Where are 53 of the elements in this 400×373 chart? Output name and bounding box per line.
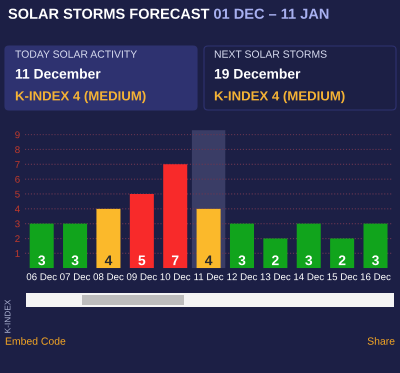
data-label: 4 — [104, 256, 112, 266]
data-label: 4 — [204, 256, 212, 266]
bar — [196, 208, 221, 268]
bar — [363, 224, 388, 268]
bar — [263, 238, 288, 268]
y-tick-label: 9 — [15, 131, 20, 138]
x-tick-label: 14 Dec — [294, 273, 324, 280]
y-tick-label: 7 — [15, 161, 20, 168]
y-axis-title: K-INDEX — [4, 300, 10, 333]
x-tick-label: 15 Dec — [327, 273, 358, 280]
bar — [296, 224, 321, 268]
chart-subtitle: 01 DEC – 11 JAN — [214, 8, 328, 19]
x-tick-label: 08 Dec — [93, 273, 124, 280]
x-tick-label: 10 Dec — [160, 273, 190, 280]
text: K-INDEX 4 (MEDIUM) — [16, 90, 146, 104]
text: Embed Code — [6, 337, 66, 345]
x-tick-label: 09 Dec — [126, 273, 157, 280]
data-label: 3 — [305, 255, 312, 266]
bar — [163, 164, 188, 268]
x-tick-label: 11 Dec — [194, 273, 224, 280]
bar — [96, 208, 120, 268]
y-tick-label: 3 — [15, 220, 20, 228]
x-tick-label: 13 Dec — [260, 273, 291, 280]
bar — [230, 224, 254, 268]
y-tick-label: 8 — [15, 146, 20, 154]
y-tick-label: 5 — [15, 190, 20, 198]
data-label: 3 — [72, 255, 78, 266]
y-tick-label: 4 — [14, 206, 20, 212]
bar — [130, 194, 154, 268]
text: 11 December — [16, 68, 100, 79]
bar — [330, 238, 354, 268]
y-tick-label: 2 — [15, 235, 20, 242]
text: Share — [368, 337, 395, 345]
x-tick-label: 12 Dec — [227, 273, 258, 280]
text: K-INDEX 4 (MEDIUM) — [214, 90, 345, 104]
y-tick-label: 1 — [15, 250, 20, 257]
x-tick-label: 16 Dec — [360, 273, 391, 280]
x-tick-label: 07 Dec — [60, 273, 90, 280]
text: 19 December — [214, 68, 300, 79]
data-label: 2 — [272, 255, 279, 266]
data-label: 2 — [338, 255, 346, 266]
data-label: 7 — [172, 256, 178, 266]
text: TODAY SOLAR ACTIVITY — [15, 50, 137, 58]
data-label: 3 — [238, 255, 246, 266]
x-tick-label: 06 Dec — [26, 273, 57, 280]
data-label: 5 — [138, 256, 146, 266]
data-label: 3 — [372, 255, 379, 266]
bar — [30, 224, 54, 268]
data-label: 3 — [38, 255, 46, 266]
chart-title: SOLAR STORMS FORECAST — [8, 8, 210, 19]
bar — [63, 224, 88, 268]
text: NEXT SOLAR STORMS — [214, 50, 327, 58]
y-tick-label: 6 — [15, 176, 20, 183]
